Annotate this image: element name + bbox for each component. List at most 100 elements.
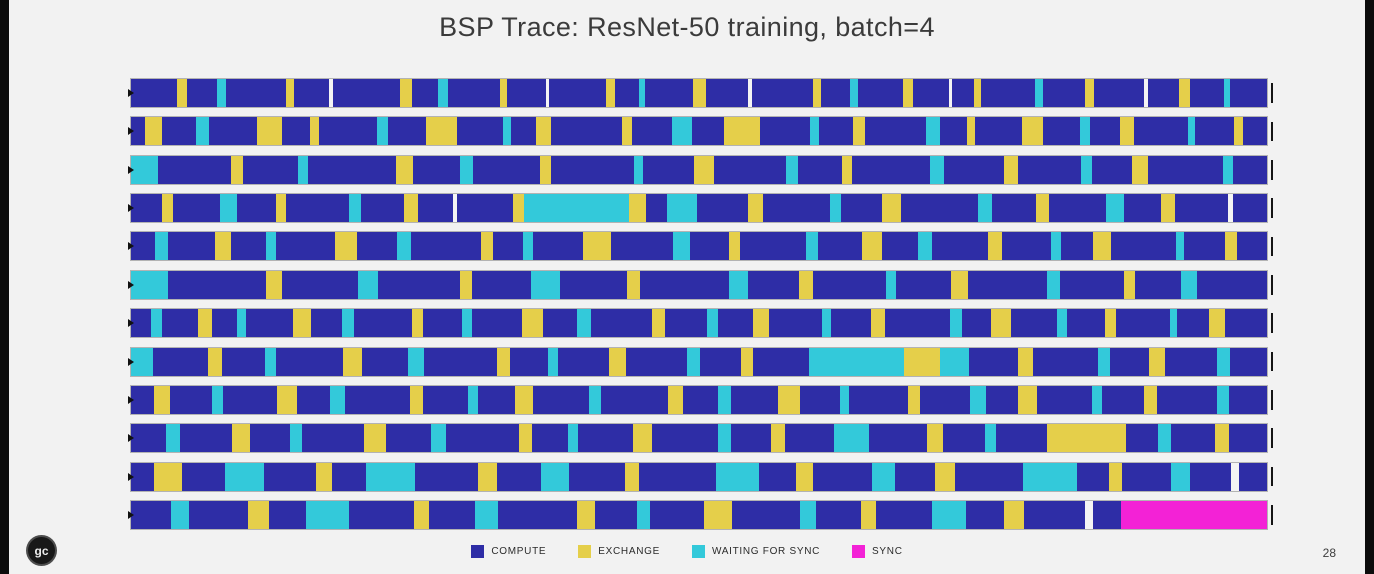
trace-segment-exchange — [862, 232, 883, 261]
trace-segment-compute — [1060, 270, 1124, 299]
trace-segment-compute — [131, 194, 162, 223]
trace-segment-waiting-for-sync — [706, 309, 718, 338]
trace-segment-waiting-for-sync — [809, 117, 819, 146]
trace-segment-waiting-for-sync — [715, 462, 760, 491]
trace-segment-compute — [1229, 385, 1267, 414]
trace-segment-waiting-for-sync — [729, 270, 748, 299]
trace-segment-compute — [614, 79, 639, 107]
trace-segment-compute — [1177, 309, 1210, 338]
trace-segment-compute — [496, 462, 542, 491]
trace-segment-exchange — [413, 500, 430, 529]
trace-segment-compute — [414, 462, 479, 491]
trace-segment-compute — [962, 309, 992, 338]
trace-row — [128, 78, 1273, 108]
trace-segment-waiting-for-sync — [225, 462, 264, 491]
trace-segment-exchange — [232, 424, 250, 453]
trace-segment-waiting-for-sync — [475, 500, 499, 529]
trace-segment-compute — [388, 117, 426, 146]
trace-segment-compute — [682, 385, 718, 414]
trace-segment-exchange — [903, 347, 940, 376]
trace-segment-compute — [1002, 232, 1051, 261]
trace-row — [128, 269, 1273, 300]
trace-segment-compute — [157, 155, 232, 184]
row-start-marker-icon — [128, 89, 134, 97]
trace-segment-compute — [931, 232, 988, 261]
trace-segment-exchange — [256, 117, 282, 146]
trace-segment-exchange — [513, 194, 525, 223]
trace-segment-compute — [293, 79, 329, 107]
trace-segment-waiting-for-sync — [809, 347, 904, 376]
trace-segment-compute — [411, 232, 481, 261]
trace-segment-compute — [161, 309, 199, 338]
trace-segment-gap — [328, 79, 334, 107]
trace-segment-waiting-for-sync — [931, 500, 966, 529]
trace-segment-exchange — [266, 270, 283, 299]
trace-segment-waiting-for-sync — [1217, 347, 1231, 376]
row-end-tick — [1271, 313, 1273, 333]
trace-segment-waiting-for-sync — [822, 309, 831, 338]
trace-segment-waiting-for-sync — [165, 424, 181, 453]
row-end-tick — [1271, 121, 1273, 142]
trace-segment-waiting-for-sync — [502, 117, 511, 146]
row-end-tick — [1271, 198, 1273, 218]
trace-segment-exchange — [951, 270, 969, 299]
trace-segment-compute — [1174, 194, 1228, 223]
trace-segment-gap — [453, 194, 458, 223]
trace-segment-compute — [276, 347, 344, 376]
trace-segment-compute — [510, 117, 536, 146]
trace-segment-compute — [422, 385, 468, 414]
trace-segment-compute — [222, 347, 265, 376]
trace-segment-compute — [282, 270, 359, 299]
trace-segment-waiting-for-sync — [806, 232, 819, 261]
trace-segment-compute — [986, 385, 1019, 414]
trace-segment-compute — [131, 79, 177, 107]
trace-segment-compute — [226, 79, 287, 107]
trace-segment-compute — [549, 79, 607, 107]
trace-segment-exchange — [629, 194, 646, 223]
trace-row — [128, 308, 1273, 339]
trace-segment-waiting-for-sync — [939, 347, 969, 376]
trace-segment-compute — [168, 232, 216, 261]
trace-row — [128, 154, 1273, 185]
legend-label-compute: COMPUTE — [491, 546, 547, 557]
trace-segment-exchange — [154, 385, 170, 414]
trace-segment-compute — [276, 232, 336, 261]
trace-segment-compute — [1042, 79, 1086, 107]
trace-segment-waiting-for-sync — [220, 194, 238, 223]
trace-segment-compute — [730, 385, 779, 414]
legend-item-compute: COMPUTE — [471, 545, 546, 558]
legend-item-exchange: EXCHANGE — [578, 545, 660, 558]
trace-segment-compute — [747, 270, 799, 299]
trace-segment-waiting-for-sync — [576, 309, 591, 338]
trace-segment-compute — [1229, 79, 1267, 107]
trace-segment-waiting-for-sync — [1158, 424, 1172, 453]
trace-segment-waiting-for-sync — [717, 385, 731, 414]
trace-segment-exchange — [747, 194, 763, 223]
trace-segment-compute — [896, 270, 952, 299]
trace-segment-exchange — [967, 117, 976, 146]
trace-segment-exchange — [728, 232, 740, 261]
trace-segment-compute — [378, 270, 460, 299]
legend-item-waiting-for-sync: WAITING FOR SYNC — [691, 545, 820, 558]
trace-segment-exchange — [409, 385, 423, 414]
legend-label-exchange: EXCHANGE — [598, 546, 660, 557]
slide-title: BSP Trace: ResNet-50 training, batch=4 — [439, 12, 935, 42]
trace-segment-exchange — [693, 79, 707, 107]
trace-segment-compute — [1017, 155, 1082, 184]
trace-segment-compute — [769, 309, 823, 338]
trace-segment-waiting-for-sync — [131, 347, 153, 376]
trace-segment-compute — [940, 117, 968, 146]
trace-segment-compute — [471, 309, 523, 338]
trace-segment-exchange — [1004, 155, 1018, 184]
trace-segment-compute — [1237, 232, 1267, 261]
trace-row — [128, 423, 1273, 454]
trace-segment-waiting-for-sync — [885, 270, 897, 299]
row-end-tick — [1271, 351, 1273, 372]
trace-segment-compute — [849, 385, 909, 414]
trace-segment-compute — [1036, 385, 1092, 414]
gc-logo-icon: gc — [28, 537, 55, 564]
trace-segment-waiting-for-sync — [1170, 309, 1178, 338]
trace-segment-exchange — [1003, 500, 1024, 529]
trace-segment-gap — [747, 79, 753, 107]
trace-segment-compute — [1126, 424, 1159, 453]
